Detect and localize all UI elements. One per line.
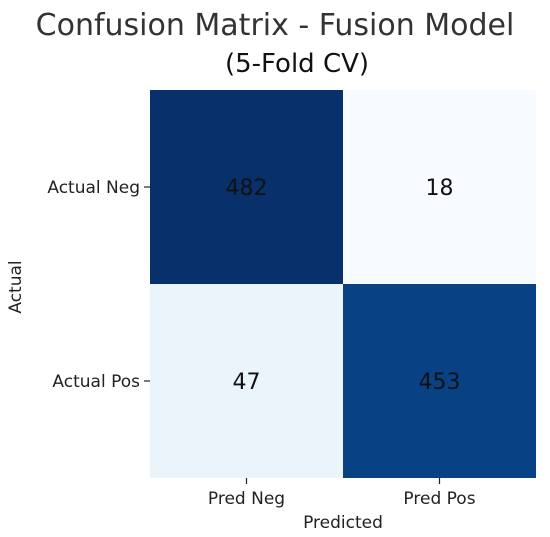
y-axis-label: Actual [6,260,26,313]
x-axis-label: Predicted [303,513,383,533]
cell-value-label: 47 [233,370,261,395]
axis-ticks: Pred Neg Pred Pos Actual Neg Actual Pos [47,178,475,509]
x-tick-label: Pred Neg [208,489,285,509]
heatmap-cell [150,284,343,478]
heatmap-cells: 482 18 47 453 [150,90,536,478]
cell-value-label: 482 [226,176,268,201]
cell-value-label: 453 [419,370,461,395]
chart-subtitle: (5-Fold CV) [225,49,369,79]
y-tick-label: Actual Pos [52,372,140,392]
x-tick-label: Pred Pos [403,489,475,509]
y-tick-label: Actual Neg [47,178,140,198]
cell-value-label: 18 [426,176,454,201]
heatmap-cell [343,90,536,284]
heatmap-cell [150,90,343,284]
chart-title: Confusion Matrix - Fusion Model [36,8,515,43]
heatmap-cell [343,284,536,478]
